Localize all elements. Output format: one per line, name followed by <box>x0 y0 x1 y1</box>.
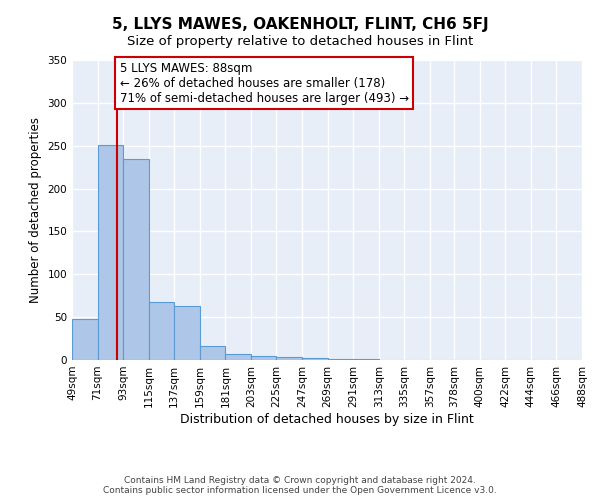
Y-axis label: Number of detached properties: Number of detached properties <box>29 117 42 303</box>
Text: 5 LLYS MAWES: 88sqm
← 26% of detached houses are smaller (178)
71% of semi-detac: 5 LLYS MAWES: 88sqm ← 26% of detached ho… <box>119 62 409 104</box>
Bar <box>149 302 174 360</box>
Bar <box>353 359 379 360</box>
Bar <box>174 306 200 360</box>
Text: 5, LLYS MAWES, OAKENHOLT, FLINT, CH6 5FJ: 5, LLYS MAWES, OAKENHOLT, FLINT, CH6 5FJ <box>112 18 488 32</box>
Bar <box>200 346 226 360</box>
Bar <box>72 319 98 360</box>
Text: Size of property relative to detached houses in Flint: Size of property relative to detached ho… <box>127 35 473 48</box>
Bar <box>302 358 328 360</box>
Bar <box>277 358 302 360</box>
Bar <box>123 158 149 360</box>
Bar <box>98 145 123 360</box>
Bar <box>251 356 277 360</box>
Bar <box>328 359 353 360</box>
Bar <box>226 354 251 360</box>
X-axis label: Distribution of detached houses by size in Flint: Distribution of detached houses by size … <box>180 412 474 426</box>
Text: Contains HM Land Registry data © Crown copyright and database right 2024.
Contai: Contains HM Land Registry data © Crown c… <box>103 476 497 495</box>
